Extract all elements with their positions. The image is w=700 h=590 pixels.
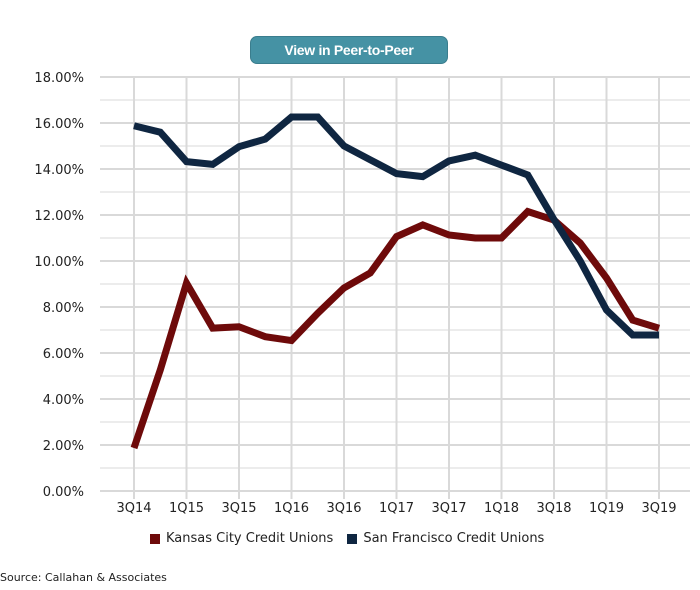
x-tick-label: 3Q17 (431, 501, 466, 516)
y-tick-label: 4.00% (43, 393, 84, 408)
legend: Kansas City Credit Unions San Francisco … (150, 531, 544, 546)
legend-label: Kansas City Credit Unions (166, 531, 334, 546)
legend-item-san-francisco: San Francisco Credit Unions (347, 531, 544, 546)
y-tick-label: 2.00% (43, 439, 84, 454)
series-line-kansas-city (130, 207, 661, 450)
y-tick-label: 8.00% (43, 301, 84, 316)
y-tick-label: 16.00% (34, 117, 84, 132)
x-tick-label: 1Q16 (274, 501, 309, 516)
y-tick-label: 12.00% (34, 209, 84, 224)
legend-item-kansas-city: Kansas City Credit Unions (150, 531, 333, 546)
y-tick-label: 10.00% (34, 255, 84, 270)
x-tick-label: 1Q19 (589, 501, 624, 516)
x-tick-label: 3Q19 (641, 501, 676, 516)
x-tick-label: 3Q15 (221, 501, 256, 516)
x-tick-label: 1Q17 (379, 501, 414, 516)
series-line-san-francisco (133, 113, 659, 339)
x-tick-label: 3Q18 (536, 501, 571, 516)
view-in-peer-to-peer-button[interactable]: View in Peer-to-Peer (250, 36, 448, 64)
x-tick-label: 1Q15 (169, 501, 204, 516)
y-tick-label: 18.00% (34, 71, 84, 86)
x-tick-label: 3Q14 (116, 501, 151, 516)
legend-label: San Francisco Credit Unions (363, 531, 545, 546)
x-tick-label: 3Q16 (326, 501, 361, 516)
y-tick-label: 0.00% (43, 485, 84, 500)
legend-swatch-kansas-city (150, 533, 160, 544)
source-note: Source: Callahan & Associates (0, 571, 167, 584)
x-tick-label: 1Q18 (484, 501, 519, 516)
line-chart: 0.00% 2.00% 4.00% 6.00% 8.00% 10.00% 12.00% 14.… (34, 71, 690, 516)
y-tick-label: 6.00% (43, 347, 84, 362)
y-tick-label: 14.00% (34, 163, 84, 178)
legend-swatch-san-francisco (347, 533, 358, 544)
